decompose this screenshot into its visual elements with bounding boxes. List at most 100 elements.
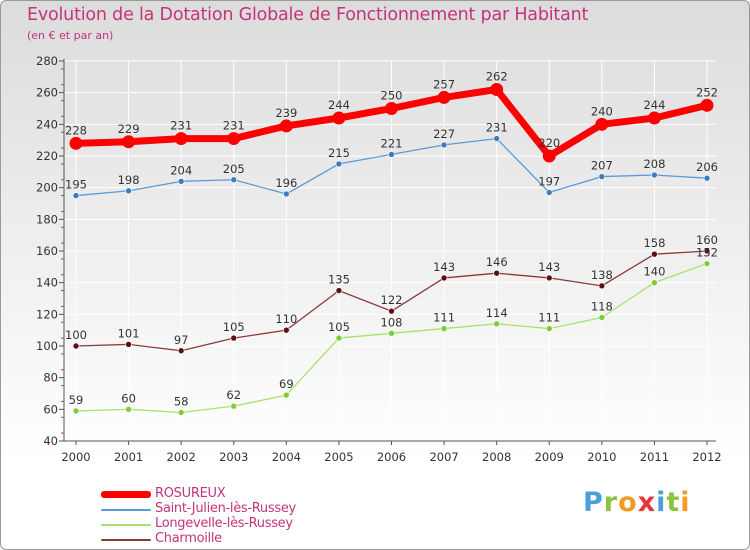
data-point-charmoille [72,342,80,350]
legend-label: Charmoille [155,531,222,546]
y-tick-label: 160 [36,244,58,258]
data-point-charmoille [177,347,185,355]
chart-legend: ROSUREUX Saint-Julien-lès-Russey Longevell… [101,486,361,547]
data-point-longevelle-l-s-russey [493,320,500,328]
data-point-saint-julien-l-s-russey [125,187,132,195]
y-tick-label: 260 [36,86,58,100]
data-label-saint-julien-l-s-russey: 208 [643,157,665,171]
data-label-rosureux: 244 [643,98,665,112]
data-label-saint-julien-l-s-russey: 221 [381,136,403,150]
data-point-charmoille [283,326,290,334]
legend-item: ROSUREUX [101,486,361,502]
data-point-saint-julien-l-s-russey [230,176,238,184]
legend-label: Longevelle-lès-Russey [155,516,293,531]
x-tick-label: 2010 [587,450,616,464]
y-tick-label: 200 [36,181,58,195]
data-label-saint-julien-l-s-russey: 195 [65,178,87,192]
data-label-rosureux: 239 [275,106,297,120]
y-tick-label: 140 [36,276,58,290]
data-point-saint-julien-l-s-russey [598,173,606,180]
data-point-longevelle-l-s-russey [651,279,658,286]
data-point-rosureux [227,132,241,146]
y-tick-label: 60 [43,402,58,416]
data-point-saint-julien-l-s-russey [545,189,553,196]
legend-item: Charmoille [101,531,361,547]
data-label-saint-julien-l-s-russey: 197 [538,174,560,188]
x-tick-label: 2006 [377,450,406,464]
data-point-rosureux [700,98,714,112]
data-point-longevelle-l-s-russey [177,409,185,416]
legend-swatch [101,491,151,498]
logo-letter: i [656,487,667,518]
data-label-rosureux: 250 [381,89,403,103]
data-point-longevelle-l-s-russey [388,330,395,337]
x-tick-label: 2012 [692,450,721,464]
chart-subtitle: (en € et par an) [27,29,114,42]
proxiti-logo: Proxiti [583,487,691,518]
data-label-charmoille: 160 [696,233,718,247]
data-point-saint-julien-l-s-russey [703,174,711,182]
logo-letter: r [603,487,619,518]
data-point-saint-julien-l-s-russey [493,135,500,142]
data-point-saint-julien-l-s-russey [283,190,290,198]
data-point-longevelle-l-s-russey [598,314,606,321]
data-label-rosureux: 231 [170,119,192,133]
data-label-saint-julien-l-s-russey: 227 [433,127,455,141]
x-tick-label: 2001 [114,450,143,464]
data-point-rosureux [279,119,293,133]
data-point-rosureux [69,136,83,150]
legend-label: Saint-Julien-lès-Russey [155,501,296,516]
x-tick-label: 2004 [272,450,301,464]
legend-label: ROSUREUX [155,486,226,501]
data-point-charmoille [545,274,553,282]
data-point-charmoille [335,287,343,294]
chart-title: Evolution de la Dotation Globale de Fonc… [27,5,589,25]
data-label-rosureux: 228 [65,123,87,137]
legend-swatch [101,524,151,526]
data-point-saint-julien-l-s-russey [388,151,395,158]
data-label-charmoille: 143 [538,260,560,274]
data-label-longevelle-l-s-russey: 118 [591,300,613,314]
data-point-longevelle-l-s-russey [125,406,132,413]
data-label-longevelle-l-s-russey: 62 [226,388,241,402]
data-point-longevelle-l-s-russey [545,325,553,332]
data-point-saint-julien-l-s-russey [335,160,343,168]
x-tick-label: 2011 [640,450,669,464]
data-label-longevelle-l-s-russey: 58 [174,395,189,409]
data-label-charmoille: 158 [643,236,665,250]
data-label-charmoille: 100 [65,328,87,342]
data-point-longevelle-l-s-russey [230,402,238,410]
data-point-rosureux [595,117,609,131]
y-tick-label: 240 [36,117,58,131]
data-label-rosureux: 229 [118,122,140,136]
data-point-rosureux [647,111,661,125]
data-label-charmoille: 135 [328,273,350,287]
x-tick-label: 2002 [167,450,196,464]
logo-letter: P [583,487,604,518]
logo-letter: o [618,487,638,518]
data-label-rosureux: 231 [223,119,245,133]
data-label-saint-julien-l-s-russey: 196 [275,176,297,190]
logo-letter: t [666,487,681,518]
data-label-rosureux: 252 [696,85,718,99]
data-label-saint-julien-l-s-russey: 207 [591,159,613,173]
data-label-charmoille: 122 [381,293,403,307]
legend-item: Longevelle-lès-Russey [101,516,361,532]
data-point-charmoille [493,269,500,277]
data-label-saint-julien-l-s-russey: 215 [328,146,350,160]
data-point-rosureux [437,90,451,104]
data-point-longevelle-l-s-russey [335,334,343,342]
data-point-longevelle-l-s-russey [72,407,80,415]
legend-swatch [101,509,151,511]
data-label-rosureux: 262 [486,70,508,84]
data-point-charmoille [703,247,711,255]
data-point-saint-julien-l-s-russey [440,141,448,149]
data-point-rosureux [332,111,346,125]
y-tick-label: 220 [36,149,58,163]
data-point-charmoille [230,334,238,342]
legend-item: Saint-Julien-lès-Russey [101,501,361,517]
data-label-longevelle-l-s-russey: 114 [486,306,508,320]
y-tick-label: 100 [36,339,58,353]
data-point-rosureux [542,149,556,163]
